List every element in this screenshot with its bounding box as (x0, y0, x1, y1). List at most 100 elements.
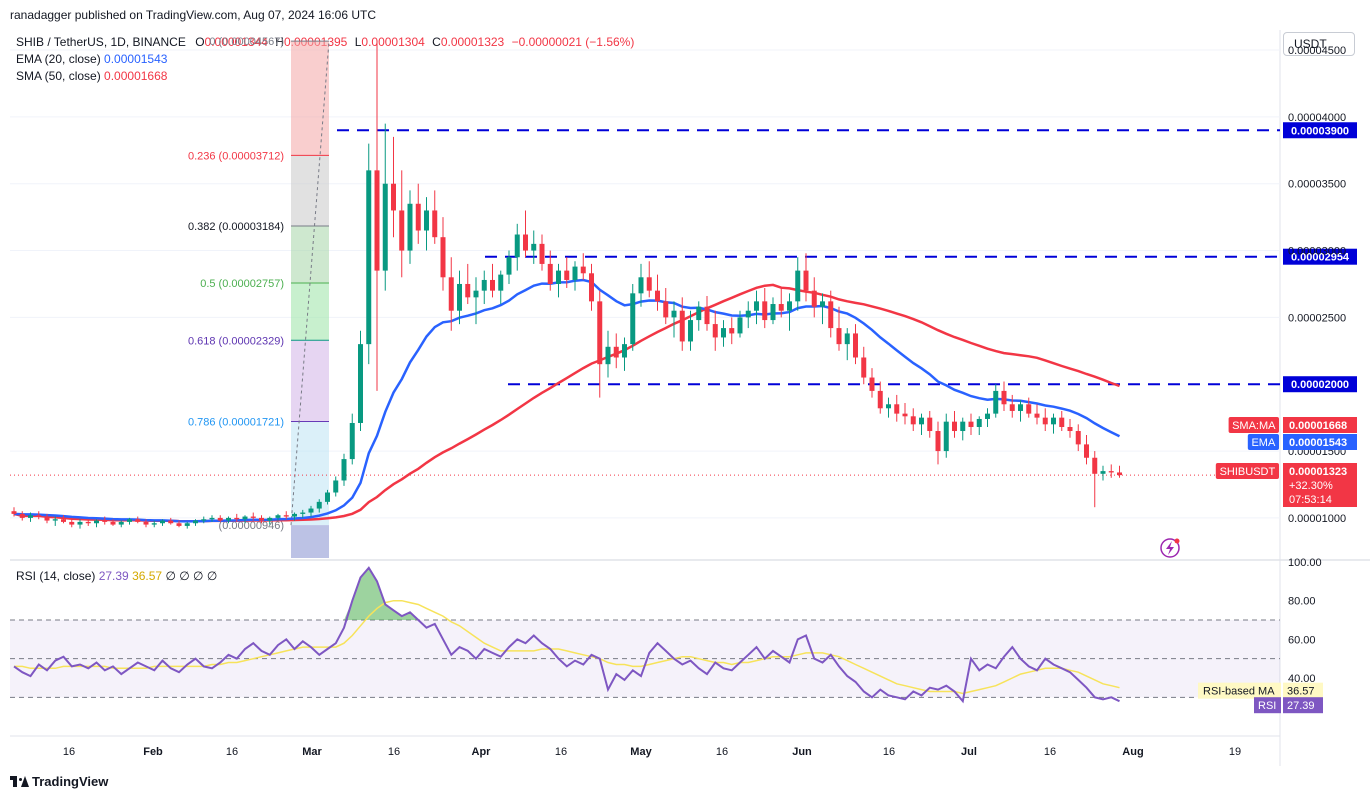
fib-zone-base (291, 525, 329, 558)
time-tick-label: Mar (302, 746, 322, 758)
candle-body (564, 270, 570, 280)
candle-body (415, 203, 421, 231)
tradingview-logo[interactable]: TradingView (10, 774, 108, 789)
horizontal-levels[interactable]: 0.00003900 0.00002954 0.00002000 (10, 122, 1357, 476)
currency-button[interactable]: USDT (1283, 32, 1355, 56)
candle-body (52, 519, 58, 521)
sma-row: SMA (50, close) 0.00001668 (16, 68, 634, 85)
fib-zone (291, 41, 329, 156)
candle-body (795, 270, 801, 302)
level-tag-label: 0.00003900 (1291, 125, 1349, 137)
candle-body (630, 293, 636, 345)
candle-body (110, 521, 116, 525)
time-tick-label: 16 (388, 746, 400, 758)
close-value: 0.00001323 (440, 35, 505, 49)
grid (10, 30, 1370, 766)
rsi-legend-value: 27.39 (98, 569, 129, 583)
candle-body (1042, 417, 1048, 425)
tag-name: EMA (1251, 437, 1276, 449)
fib-label: 0.5 (0.00002757) (200, 278, 284, 290)
candle-body (927, 417, 933, 432)
candle-body (712, 324, 718, 338)
candle-body (382, 183, 388, 271)
candle-body (952, 421, 957, 432)
candle-body (160, 520, 165, 524)
tag-value-box (1283, 434, 1357, 450)
close-label: C (432, 35, 441, 49)
candle-body (325, 492, 330, 502)
candle-body (349, 422, 355, 460)
candle-body (44, 516, 50, 521)
candle-body (968, 421, 974, 428)
candle-body (597, 301, 603, 365)
candle-body (184, 523, 190, 526)
tag-change: +32.30% (1289, 480, 1333, 492)
tag-value: 0.00001668 (1289, 420, 1347, 432)
time-tick-label: Jun (792, 746, 812, 758)
rsi-ma-value-box (1283, 682, 1323, 699)
candle-body (902, 413, 908, 417)
symbol-row: SHIB / TetherUS, 1D, BINANCE O0.00001344… (16, 34, 634, 51)
price-tick-label: 0.00003000 (1288, 246, 1346, 258)
change-value: −0.00000021 (−1.56%) (511, 35, 635, 49)
level-tag-label: 0.00002000 (1291, 379, 1349, 391)
time-tick-label: 16 (1044, 746, 1056, 758)
ema-line (13, 278, 1121, 523)
time-tick-label: 16 (555, 746, 567, 758)
fib-label: 0.236 (0.00003712) (188, 150, 284, 162)
candle-body (465, 283, 471, 298)
fib-zone (291, 155, 329, 226)
sma-line (13, 283, 1120, 523)
candle-body (770, 304, 776, 321)
price-tick-label: 0.00003500 (1288, 179, 1346, 191)
lightning-icon[interactable] (1160, 538, 1180, 558)
candle-body (201, 519, 207, 521)
time-tick-label: Apr (472, 746, 492, 758)
fib-label: 0.786 (0.00001721) (188, 417, 284, 429)
rsi-tick-label: 100.00 (1288, 557, 1322, 569)
candle-body (217, 517, 223, 521)
tag-name: SMA:MA (1232, 420, 1276, 432)
candle-body (886, 404, 891, 409)
brand-name: TradingView (32, 774, 109, 789)
candle-body (209, 517, 215, 520)
candle-body (366, 170, 372, 345)
tag-countdown: 07:53:14 (1289, 494, 1332, 506)
ema-label[interactable]: EMA (20, close) (16, 52, 101, 66)
rsi-legend-label[interactable]: RSI (14, close) (16, 569, 96, 583)
candle-body (877, 390, 883, 409)
candle-body (135, 519, 141, 522)
rsi-ma-line (14, 599, 1120, 695)
price-axis[interactable]: 0.00004500 0.00004000 0.00003500 0.00003000… (1288, 45, 1346, 525)
candle-body (151, 523, 157, 525)
sma-label[interactable]: SMA (50, close) (16, 69, 101, 83)
candle-body (754, 301, 759, 311)
candle-body (143, 521, 149, 525)
candle-body (424, 210, 429, 231)
candle-body (1051, 417, 1056, 425)
candle-body (250, 516, 256, 518)
candle-body (589, 273, 594, 302)
fib-retracement[interactable]: 0 (0.00004567) 0.236 (0.00003712) 0.382 (0… (188, 36, 330, 558)
candle-body (506, 257, 512, 275)
rsi-ma-value: 36.57 (1287, 686, 1315, 698)
rsi-legend-empty: ∅ ∅ ∅ ∅ (165, 569, 218, 583)
candle-body (737, 317, 743, 334)
candle-body (514, 234, 520, 258)
high-label: H (275, 35, 284, 49)
candle-body (844, 333, 850, 345)
candle-body (696, 306, 702, 321)
rsi-tick-label: 80.00 (1288, 596, 1316, 608)
candle-body (267, 517, 273, 521)
low-label: L (354, 35, 362, 49)
candle-body (1092, 457, 1098, 474)
symbol-label[interactable]: SHIB / TetherUS, 1D, BINANCE (16, 35, 186, 49)
rsi-ma-tag-box (1198, 682, 1281, 699)
candle-body (1117, 472, 1122, 476)
time-axis[interactable]: 16 Feb 16 Mar 16 Apr 16 May 16 Jun 16 Jul 16 Aug 19 (63, 746, 1241, 758)
candle-body (316, 501, 322, 509)
candle-body (1034, 413, 1040, 418)
candle-body (556, 270, 561, 284)
